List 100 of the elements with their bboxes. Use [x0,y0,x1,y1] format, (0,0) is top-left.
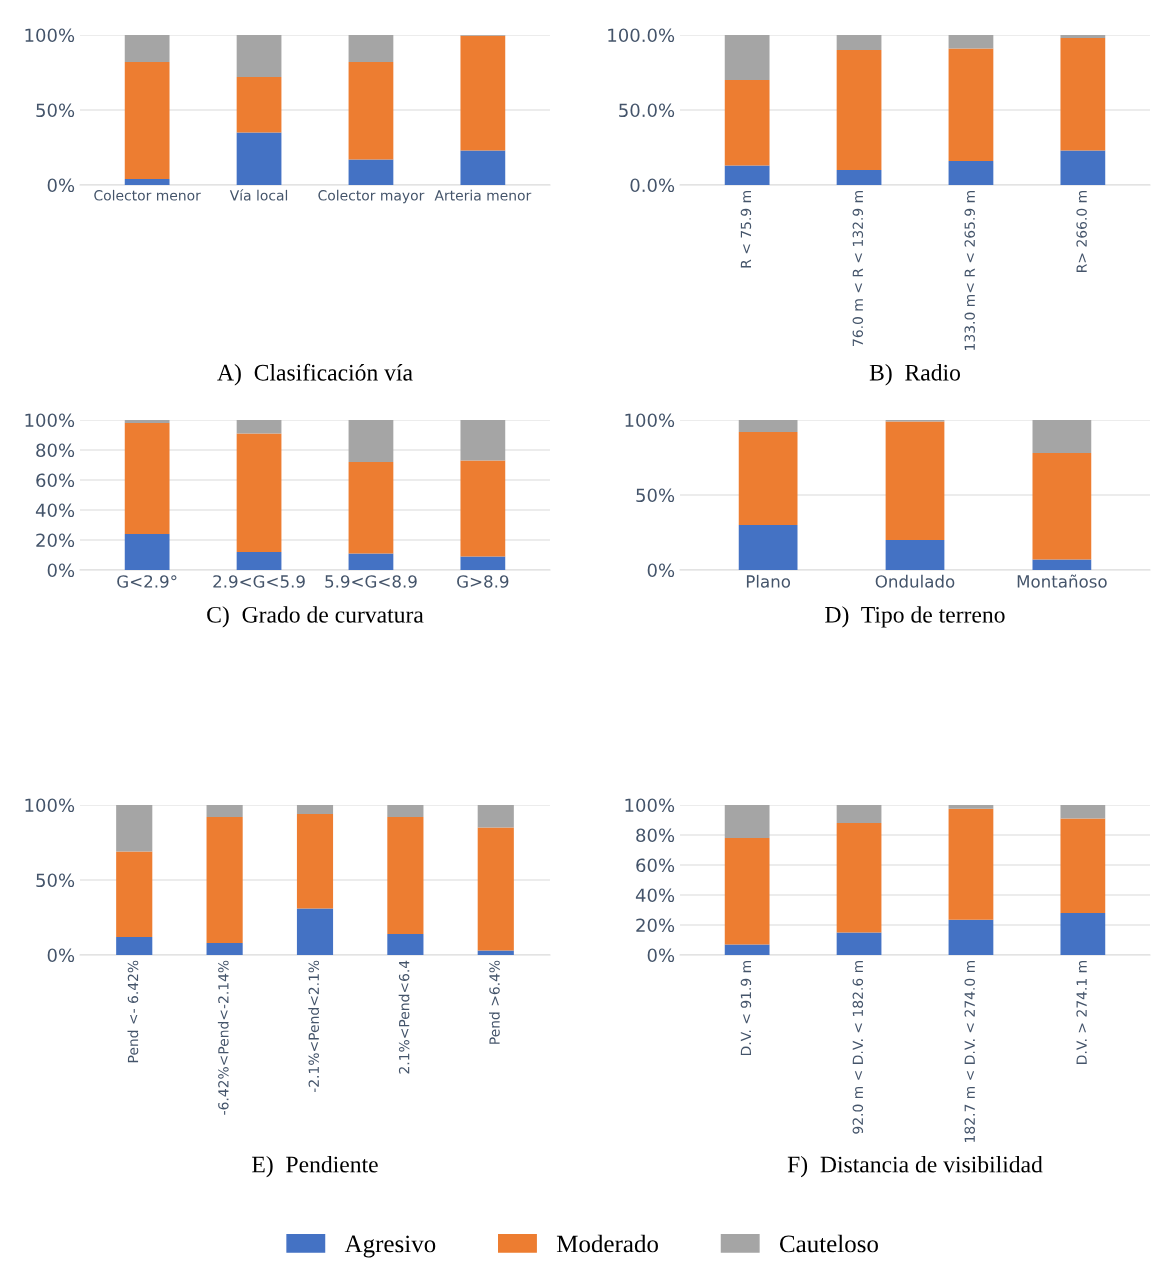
y-tick-label: 80% [36,443,75,458]
bar [724,35,770,80]
x-tick-label: G<2.9° [117,575,177,588]
bar [348,462,394,554]
y-tick-label: 50.0% [619,103,675,118]
x-tick-label: D.V. > 274.1 m [1076,961,1087,1064]
y-tick-label: 0.0% [630,178,675,193]
bar [236,433,282,552]
x-tick-label: G>8.9 [457,575,509,588]
x-tick-label: -6.42%<Pend<-2.14% [217,960,229,1115]
x-tick-label: 133.0 m< R < 265.9 m [964,191,975,350]
bar [236,77,282,133]
bar [124,179,170,185]
bar [836,170,882,185]
y-tick-label: 50% [36,873,75,888]
bar [948,48,994,161]
y-tick-label: 0% [47,178,75,193]
bar [1060,805,1106,819]
bar [236,420,282,434]
y-tick-label: 100% [25,28,75,43]
bar [1032,420,1092,453]
bar [1032,453,1092,560]
legend-label: Agresivo [344,1235,436,1258]
bar [348,35,394,62]
y-tick-label: 50% [36,103,75,118]
bar [116,937,153,955]
text: D) Tipo de terreno [825,606,1005,628]
bar [477,827,514,951]
text: F) Distancia de visibilidad [787,1155,1043,1178]
y-tick-label: 100% [625,798,675,813]
bar [836,35,882,50]
bar [1032,559,1092,570]
x-tick-label: Colector mayor [318,189,425,204]
bar [387,934,424,955]
y-tick-label: 60% [636,858,675,873]
bar [836,932,882,955]
bar [460,420,506,461]
bar [948,35,994,49]
x-tick-label: Montañoso [1017,574,1107,588]
y-tick-label: 100% [625,413,675,428]
bar [724,944,770,955]
bar [206,817,243,943]
x-tick-label: 5.9<G<8.9 [325,575,417,588]
bar [1060,35,1106,38]
x-tick-label: D.V. < 91.9 m [740,961,752,1056]
x-tick-label: R> 266.0 m [1076,191,1087,272]
y-tick-label: 0% [47,563,75,578]
bar [724,838,770,945]
bar [885,540,945,570]
bar [116,805,153,852]
x-tick-label: Ondulado [875,574,955,588]
bar [124,35,170,62]
y-tick-label: 80% [636,828,675,843]
y-tick-label: 20% [636,918,675,933]
legend-label: Cauteloso [779,1234,878,1253]
bar [348,159,394,185]
legend-label: Moderado [556,1234,658,1253]
bar [477,805,514,828]
y-tick-label: 40% [35,503,75,518]
bar [836,50,882,170]
bar [1060,38,1106,151]
y-tick-label: 100.0% [608,28,675,43]
bar [296,814,334,909]
bar [724,805,770,838]
text: C) Grado de curvatura [207,606,424,628]
bar [1060,150,1106,185]
bar [206,943,243,955]
bar [460,460,506,557]
y-tick-label: 20% [36,533,75,548]
bar [348,420,394,462]
x-tick-label: 92.0 m < D.V. < 182.6 m [852,961,864,1134]
bar [236,35,282,77]
bar [948,808,994,920]
x-tick-label: 76.0 m < R < 132.9 m [852,191,864,346]
bar [836,805,882,823]
bar [460,35,506,151]
bar [836,823,882,933]
bar [236,132,282,185]
text: B) Radio [869,364,961,386]
bar [387,817,424,934]
text: A) Clasificación vía [217,363,413,386]
bar [387,805,424,817]
bar [724,80,770,166]
x-tick-label: R < 75.9 m [740,191,752,268]
bar [724,165,770,185]
x-tick-label: 2.1%<Pend<6.4 [398,960,410,1074]
bar [206,805,243,817]
bar [296,908,334,955]
y-tick-label: 0% [47,948,75,963]
y-tick-label: 100% [25,413,75,428]
bar [124,423,170,534]
bar [885,421,945,540]
x-tick-label: Vía local [229,189,288,201]
x-tick-label: Pend <- 6.42% [127,960,139,1063]
bar [948,919,994,955]
x-tick-label: Arteria menor [434,189,532,201]
y-tick-label: 0% [647,563,675,578]
bar [738,420,798,432]
bar [738,432,798,525]
y-tick-label: 40% [635,888,675,903]
